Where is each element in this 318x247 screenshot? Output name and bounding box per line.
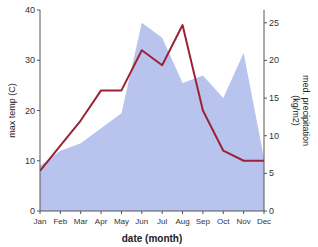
x-tick-label: Sep — [196, 217, 211, 226]
x-tick — [101, 211, 102, 214]
x-tick-label: Apr — [95, 217, 108, 226]
y-tick — [37, 160, 40, 161]
y2-tick — [264, 173, 267, 174]
y2-axis-line — [264, 10, 265, 211]
x-tick-label: Jul — [157, 217, 167, 226]
x-tick-label: Jan — [34, 217, 47, 226]
y-tick — [37, 110, 40, 111]
y2-tick — [264, 60, 267, 61]
y-tick — [37, 60, 40, 61]
x-tick — [223, 211, 224, 214]
y2-axis-label-line: med. precipitation — [301, 75, 311, 146]
y-tick — [37, 211, 40, 212]
y2-axis-label: med. precipitation(kg/m2) — [291, 75, 311, 146]
x-tick — [121, 211, 122, 214]
x-tick — [182, 211, 183, 214]
x-axis-line — [40, 211, 264, 212]
y2-tick — [264, 22, 267, 23]
y2-tick-label: 20 — [269, 55, 279, 65]
y2-axis-label-line: (kg/m2) — [291, 95, 301, 126]
y2-tick — [264, 211, 267, 212]
x-tick-label: Dec — [257, 217, 271, 226]
x-tick — [243, 211, 244, 214]
y-axis-label: max temp (C) — [7, 83, 17, 138]
y-tick-label: 40 — [25, 5, 35, 15]
temp-line — [40, 25, 264, 171]
x-tick-label: May — [114, 217, 129, 226]
x-tick — [80, 211, 81, 214]
chart: Jan Feb Mar Apr May Jun Jul Aug Sep Oct Nov Dec date… — [0, 0, 318, 247]
x-tick — [202, 211, 203, 214]
y-tick-label: 20 — [25, 106, 35, 116]
y2-tick-label: 5 — [269, 168, 274, 178]
y2-tick-label: 10 — [269, 131, 279, 141]
x-tick — [162, 211, 163, 214]
x-tick-label: Jun — [135, 217, 148, 226]
plot-area — [40, 23, 264, 211]
x-tick — [141, 211, 142, 214]
y2-tick-label: 0 — [269, 206, 274, 216]
chart-container: Jan Feb Mar Apr May Jun Jul Aug Sep Oct Nov Dec date… — [0, 0, 318, 247]
x-tick-label: Oct — [217, 217, 230, 226]
x-tick-label: Feb — [53, 217, 67, 226]
x-tick-label: Nov — [237, 217, 251, 226]
x-axis-label: date (month) — [122, 233, 183, 244]
x-tick-label: Aug — [175, 217, 189, 226]
y-tick-label: 10 — [25, 156, 35, 166]
x-tick — [60, 211, 61, 214]
precip-area — [40, 23, 264, 211]
y2-tick-label: 15 — [269, 93, 279, 103]
y-tick — [37, 10, 40, 11]
y2-tick-label: 25 — [269, 18, 279, 28]
y2-tick — [264, 98, 267, 99]
y2-tick — [264, 135, 267, 136]
y-tick-label: 30 — [25, 55, 35, 65]
y-tick-label: 0 — [30, 206, 35, 216]
x-tick-label: Mar — [74, 217, 88, 226]
